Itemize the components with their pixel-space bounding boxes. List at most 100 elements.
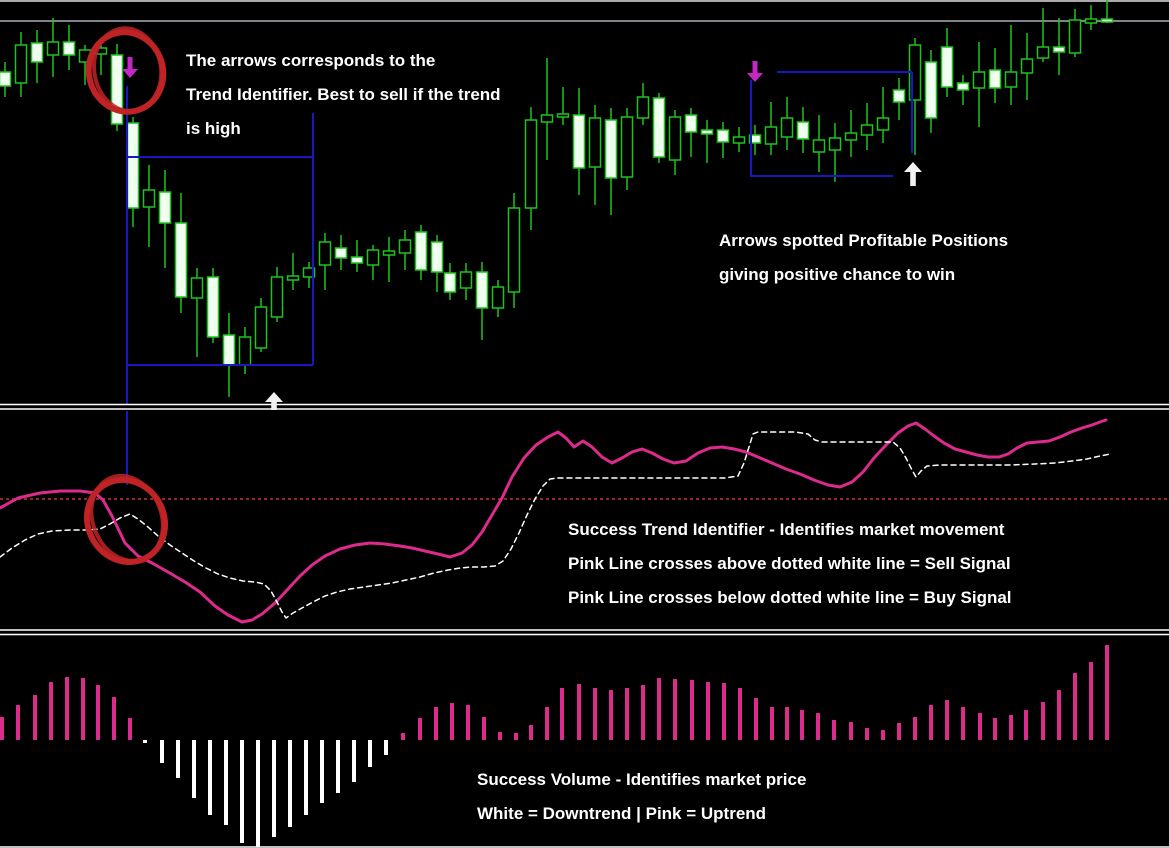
volume-bar-up (1041, 702, 1045, 740)
annotation-line: giving positive chance to win (719, 265, 956, 284)
candle-body (302, 267, 316, 278)
volume-bar-up (738, 688, 742, 740)
volume-bar-up (1089, 662, 1093, 740)
sell-signal-down-arrow (122, 57, 138, 78)
candle-body (636, 96, 650, 119)
volume-bar-down (224, 740, 228, 825)
volume-bar-up (832, 720, 836, 740)
candle-body (334, 247, 348, 259)
volume-bar-up (800, 710, 804, 740)
annotation-line: is high (186, 119, 241, 138)
volume-bar-down (256, 740, 260, 847)
candle-body (382, 250, 396, 256)
volume-bar-up (1024, 710, 1028, 740)
white-dashed-line (0, 431, 1111, 619)
volume-bar-up (16, 705, 20, 740)
red-circle-overstroke (89, 473, 165, 563)
volume-bar-down (336, 740, 340, 793)
signal-arrows (122, 57, 922, 410)
pink-solid-line (0, 418, 1108, 624)
volume-bar-up (33, 695, 37, 740)
volume-bar-down (368, 740, 372, 767)
volume-bar-up (706, 682, 710, 740)
annotation-line: Success Volume - Identifies market price (477, 770, 807, 789)
volume-bar-up (514, 733, 518, 740)
blue-measure-boxes (126, 71, 913, 404)
top-annotation: The arrows corresponds to the Trend Iden… (186, 44, 501, 146)
volume-annotation: Success Volume - Identifies market price… (477, 763, 806, 831)
volume-bar-up (754, 698, 758, 740)
volume-bar-up (112, 697, 116, 740)
candle-body (1004, 71, 1018, 88)
candle-body (748, 134, 762, 144)
buy-signal-up-arrow (265, 392, 283, 410)
annotation-line: Pink Line crosses above dotted white lin… (568, 554, 1011, 573)
volume-bar-up (482, 717, 486, 740)
red-marker-circles (83, 26, 169, 566)
volume-bar-down (272, 740, 276, 837)
volume-bar-down (160, 740, 164, 763)
candle-body (238, 336, 252, 366)
volume-bar-up (1073, 673, 1077, 740)
panel-separators (0, 403, 1169, 848)
buy-signal-up-arrow (904, 162, 922, 186)
candle-body (1020, 58, 1034, 74)
candle-body (1068, 19, 1082, 54)
candle-body (588, 117, 602, 168)
volume-bar-up (609, 690, 613, 740)
red-circle-overstroke (92, 26, 164, 114)
volume-bar-up (993, 718, 997, 740)
volume-bar-down (240, 740, 244, 843)
volume-bar-up (929, 705, 933, 740)
candle-body (796, 121, 810, 140)
candle-body (222, 334, 236, 366)
volume-bar-up (128, 718, 132, 740)
candle-body (860, 124, 874, 136)
candle-body (491, 286, 505, 309)
volume-bar-up (657, 678, 661, 740)
volume-bar-up (466, 705, 470, 740)
volume-bar-up (978, 713, 982, 740)
candle-body (556, 113, 570, 118)
volume-bar-up (450, 703, 454, 740)
volume-bar-up (849, 722, 853, 740)
red-marker-circle (83, 473, 169, 566)
candle-body (0, 71, 12, 87)
candle-body (876, 117, 890, 131)
candle-body (174, 222, 188, 298)
volume-bar-up (785, 707, 789, 740)
volume-bar-down (304, 740, 308, 815)
candle-body (350, 256, 364, 264)
candle-body (398, 239, 412, 254)
volume-bar-up (641, 685, 645, 740)
candle-body (158, 191, 172, 224)
candle-body (414, 231, 428, 271)
candle-body (956, 82, 970, 91)
price-candlestick-panel (0, 0, 1114, 397)
candle-body (572, 114, 586, 169)
candle-body (764, 126, 778, 145)
annotation-line: Trend Identifier. Best to sell if the tr… (186, 85, 501, 104)
candle-body (812, 139, 826, 153)
candle-body (540, 114, 554, 123)
volume-bar-up (945, 700, 949, 740)
candle-body (1084, 18, 1098, 24)
candle-body (972, 71, 986, 89)
sell-signal-down-arrow (747, 61, 763, 82)
candle-body (30, 42, 44, 63)
volume-bar-up (913, 717, 917, 740)
volume-bar-up (690, 680, 694, 740)
annotation-line: Arrows spotted Profitable Positions (719, 231, 1009, 250)
horizontal-reference-lines (0, 0, 1169, 22)
volume-bar-down (288, 740, 292, 827)
candle-body (684, 114, 698, 133)
volume-bar-up (897, 723, 901, 740)
volume-bar-up (673, 679, 677, 740)
volume-bar-down (192, 740, 196, 798)
volume-bar-up (722, 683, 726, 740)
volume-bar-up (96, 685, 100, 740)
volume-bar-up (418, 718, 422, 740)
candle-body (430, 241, 444, 273)
volume-bar-up (529, 725, 533, 740)
candle-body (62, 41, 76, 56)
